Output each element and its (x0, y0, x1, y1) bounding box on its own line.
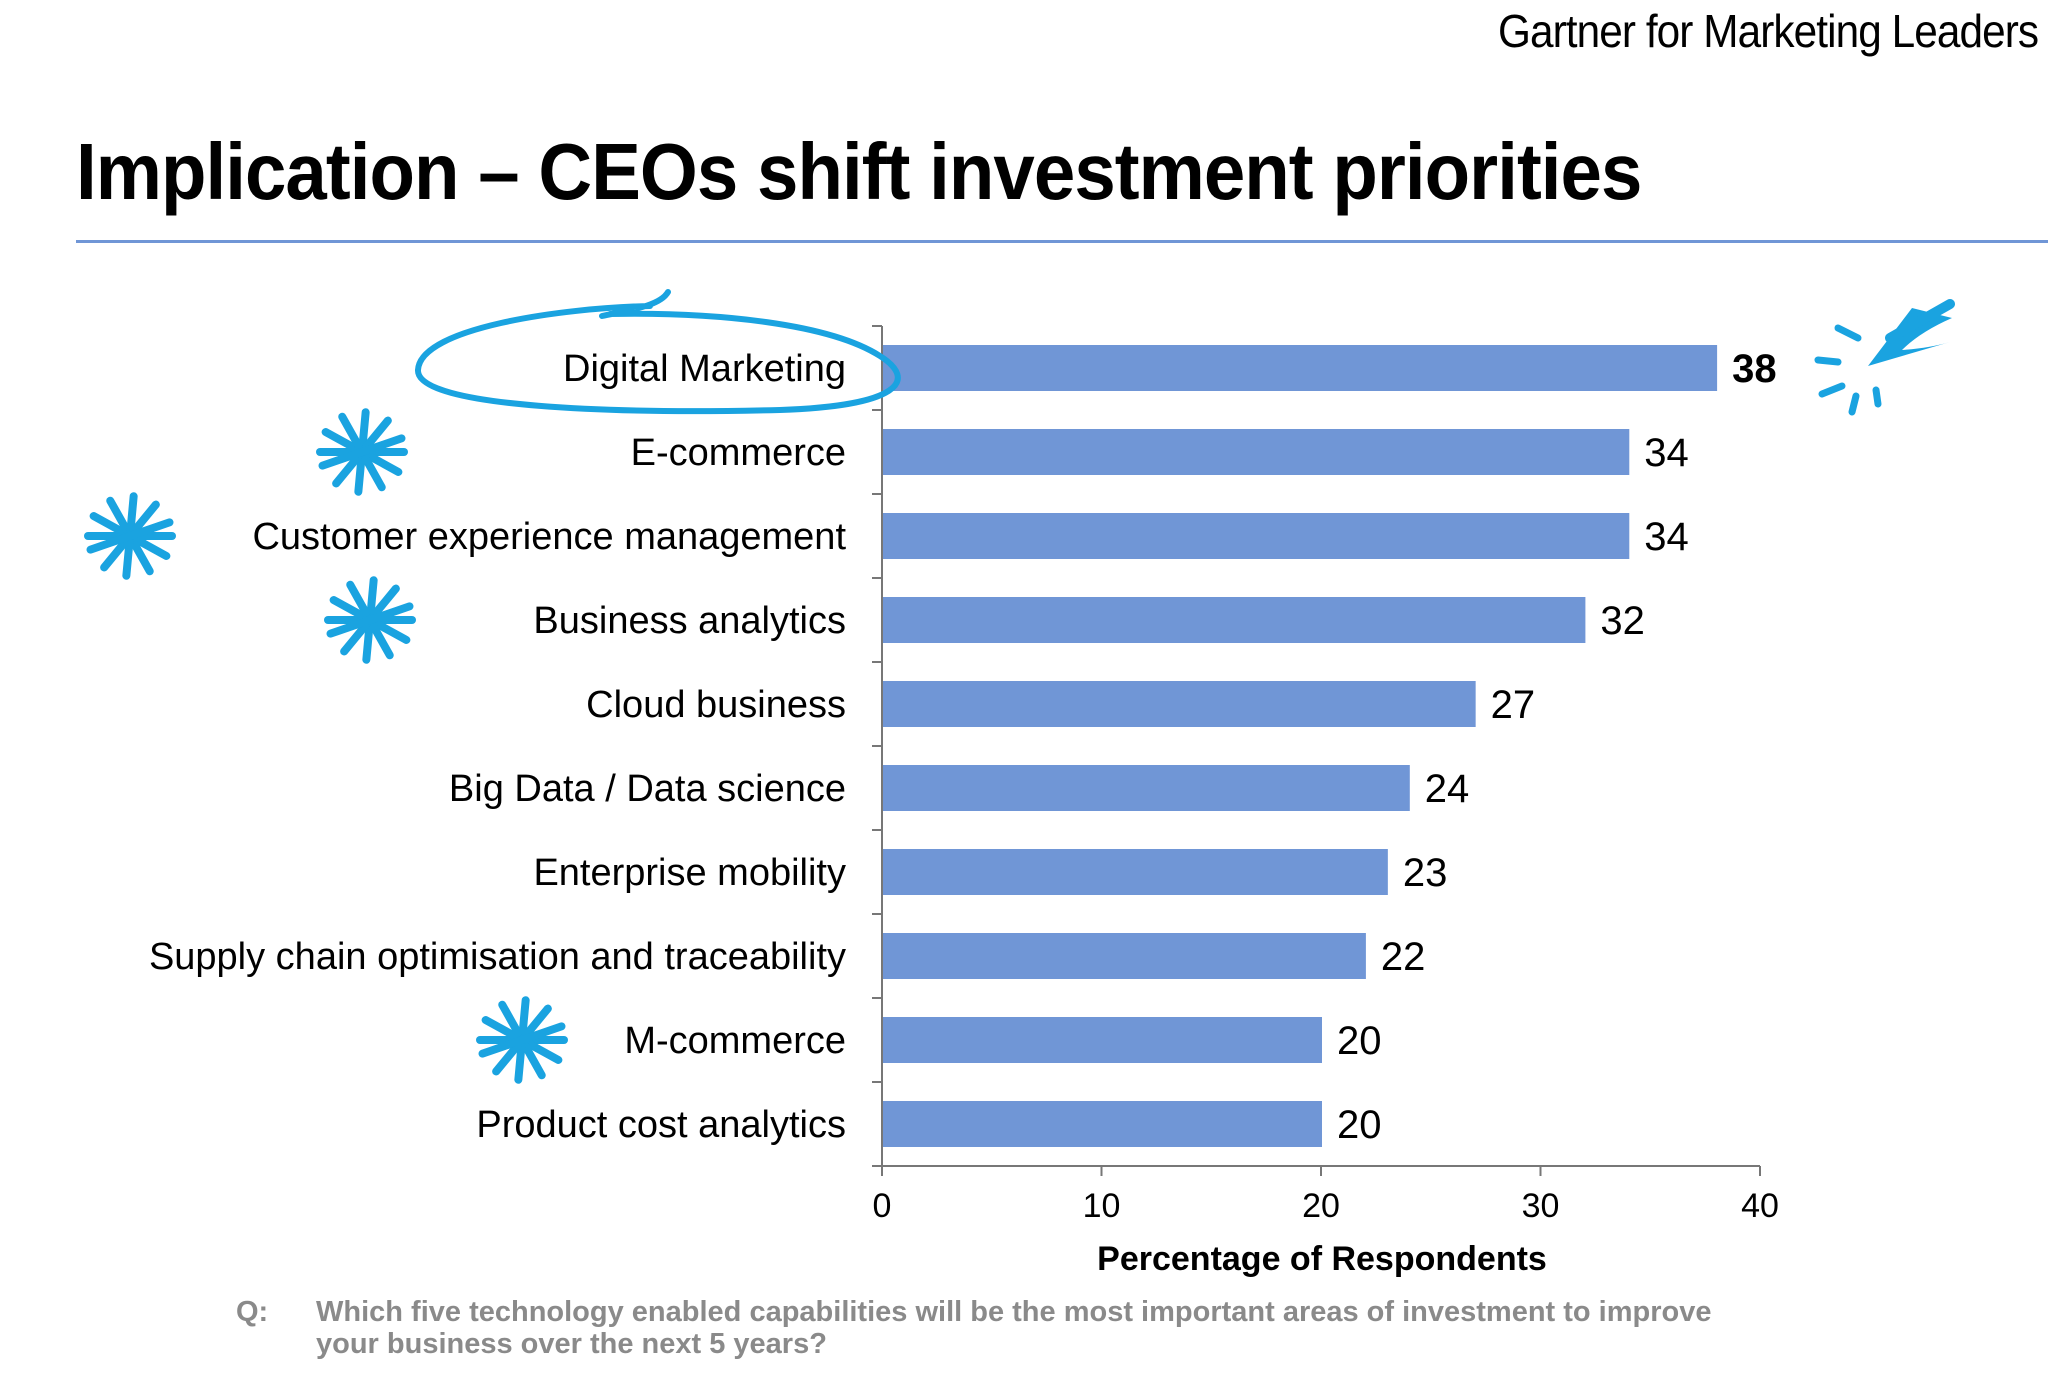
x-tick-label: 20 (1302, 1187, 1340, 1225)
category-label: Customer experience management (252, 516, 846, 558)
value-label: 34 (1644, 431, 1689, 475)
arrow-head (1868, 308, 1952, 366)
arrow-pointer-icon (1814, 299, 1955, 416)
arrow-shaft (1885, 299, 1955, 343)
burst-stroke (1834, 324, 1862, 342)
value-label: 27 (1491, 683, 1536, 727)
circle-highlight (414, 289, 901, 415)
bar (883, 933, 1366, 979)
x-tick-label: 40 (1741, 1187, 1779, 1225)
bar (883, 849, 1388, 895)
question-label: Q: (236, 1296, 269, 1328)
tick-labels: 0 10 20 30 40 (873, 1187, 1779, 1225)
burst-stroke (1814, 356, 1842, 366)
star-asterisk-icon (316, 408, 408, 496)
value-label: 23 (1403, 851, 1448, 895)
burst-stroke (1848, 392, 1860, 416)
x-tick-label: 30 (1522, 1187, 1560, 1225)
title-divider (76, 240, 2048, 243)
bar (883, 597, 1586, 643)
star-asterisk-icon (324, 576, 416, 664)
category-label: Digital Marketing (563, 348, 846, 390)
chart-bars (883, 345, 1718, 1147)
page-title: Implication – CEOs shift investment prio… (76, 127, 1642, 216)
x-tick-label: 0 (873, 1187, 892, 1225)
star-asterisk-icon (84, 492, 176, 580)
value-labels: 38 34 34 32 27 24 23 22 20 20 (1337, 347, 1777, 1147)
category-label: Big Data / Data science (449, 768, 846, 810)
x-axis-label: Percentage of Respondents (1097, 1240, 1547, 1278)
category-label: E-commerce (631, 432, 846, 474)
value-label: 22 (1381, 935, 1426, 979)
category-label: Cloud business (586, 684, 846, 726)
brand-label: Gartner for Marketing Leaders (1497, 5, 2039, 57)
category-label: Business analytics (533, 600, 846, 642)
burst-stroke (1818, 382, 1846, 398)
survey-question: Q: Which five technology enabled capabili… (236, 1296, 1776, 1360)
category-label: M-commerce (624, 1020, 846, 1062)
value-label: 20 (1337, 1019, 1382, 1063)
bar (883, 429, 1630, 475)
value-label: 24 (1425, 767, 1470, 811)
hand-drawn-annotations (84, 289, 1955, 1084)
bar (883, 345, 1718, 391)
category-label: Supply chain optimisation and traceabili… (149, 936, 846, 978)
category-label: Enterprise mobility (533, 852, 846, 894)
bar (883, 681, 1476, 727)
value-label: 20 (1337, 1103, 1382, 1147)
bar (883, 1017, 1322, 1063)
question-text: Which five technology enabled capabiliti… (316, 1296, 1712, 1360)
value-label: 38 (1732, 347, 1777, 391)
value-label: 32 (1600, 599, 1645, 643)
value-label: 34 (1644, 515, 1689, 559)
chart-axes (872, 325, 1761, 1176)
burst-stroke (1872, 386, 1882, 408)
bar (883, 513, 1630, 559)
x-tick-label: 10 (1083, 1187, 1121, 1225)
bar (883, 1101, 1322, 1147)
category-label: Product cost analytics (476, 1104, 846, 1146)
bar (883, 765, 1410, 811)
category-labels: Digital Marketing E-commerce Customer expe… (149, 348, 847, 1146)
star-asterisk-icon (476, 996, 568, 1084)
